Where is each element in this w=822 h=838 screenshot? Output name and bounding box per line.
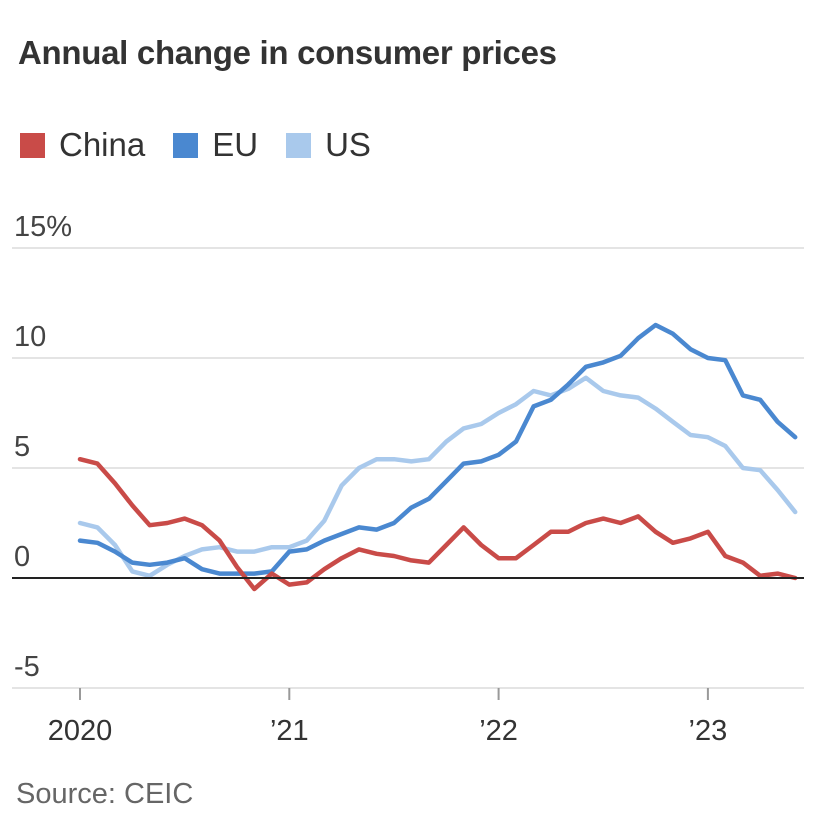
x-tick-label-1: ’21 xyxy=(270,715,309,747)
y-tick-label-4: -5 xyxy=(14,651,40,683)
y-tick-label-0: 15% xyxy=(14,211,72,243)
x-tick-label-2: ’22 xyxy=(479,715,518,747)
series-line-eu xyxy=(77,322,798,576)
legend-item-eu: EU xyxy=(173,126,258,164)
y-tick-label-2: 5 xyxy=(14,431,30,463)
legend: China EU US xyxy=(20,126,399,164)
legend-swatch-eu xyxy=(173,132,199,158)
series-line-us xyxy=(77,375,798,579)
x-tick-label-3: ’23 xyxy=(689,715,728,747)
legend-label-china: China xyxy=(59,126,146,163)
legend-label-eu: EU xyxy=(212,126,259,163)
y-tick-label-1: 10 xyxy=(14,321,46,353)
legend-item-us: US xyxy=(286,126,371,164)
x-tick-label-0: 2020 xyxy=(48,715,113,747)
y-tick-label-3: 0 xyxy=(14,541,30,573)
legend-swatch-china xyxy=(20,132,45,158)
legend-item-china: China xyxy=(20,126,145,164)
legend-label-us: US xyxy=(325,126,371,163)
chart-title: Annual change in consumer prices xyxy=(18,34,557,71)
series-line-china xyxy=(77,456,798,592)
source-note: Source: CEIC xyxy=(16,778,194,810)
legend-swatch-us xyxy=(286,132,312,158)
